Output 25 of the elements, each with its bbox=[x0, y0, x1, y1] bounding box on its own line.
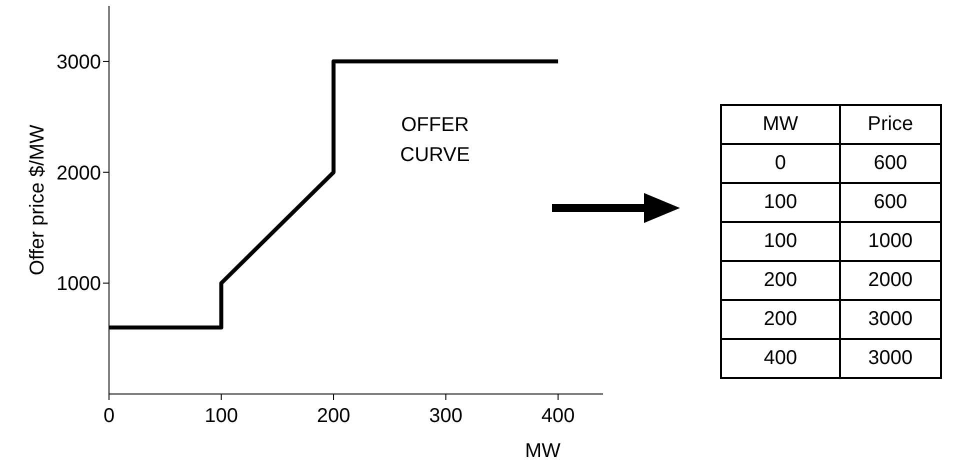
text: 100 bbox=[721, 222, 840, 261]
text: 200 bbox=[721, 261, 840, 300]
text: 200 bbox=[721, 300, 840, 339]
x-tick-label: 0 bbox=[103, 405, 115, 428]
x-tick-label: 300 bbox=[429, 405, 463, 428]
annotation: OFFER CURVE bbox=[399, 113, 471, 168]
x-tick-label: 100 bbox=[204, 405, 238, 428]
text: 600 bbox=[840, 144, 941, 183]
text: 400 bbox=[721, 339, 840, 378]
text: 0 bbox=[721, 144, 840, 183]
y-tick-label: 3000 bbox=[56, 52, 101, 74]
text: 2000 bbox=[840, 261, 941, 300]
text: 3000 bbox=[840, 300, 941, 339]
text: Price bbox=[840, 105, 941, 144]
text: 100 bbox=[721, 183, 840, 222]
x-tick-label: 400 bbox=[541, 405, 575, 428]
y-tick-label: 2000 bbox=[56, 162, 101, 184]
y-tick-label: 1000 bbox=[56, 273, 101, 296]
text: 3000 bbox=[840, 339, 941, 378]
text: 1000 bbox=[840, 222, 941, 261]
x-axis-title: MW bbox=[525, 440, 561, 463]
x-tick-label: 200 bbox=[316, 405, 350, 428]
text: 600 bbox=[840, 183, 941, 222]
y-axis-title: Offer price $/MW bbox=[26, 124, 50, 276]
text: MW bbox=[721, 105, 840, 144]
